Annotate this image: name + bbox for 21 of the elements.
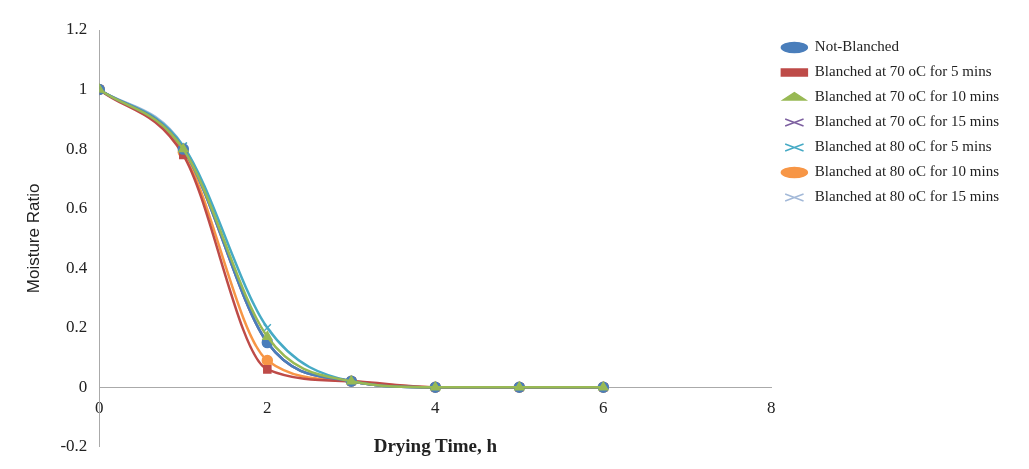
y-tick-label: 0.4 <box>66 257 88 277</box>
y-tick-label: 0.6 <box>66 198 88 218</box>
x-tick-label: 6 <box>599 397 608 417</box>
y-tick-label: 0 <box>78 376 88 396</box>
y-axis-title: Moisture Ratio <box>23 183 43 294</box>
y-tick-label: -0.2 <box>60 436 88 456</box>
legend-label: Blanched at 70 oC for 5 mins <box>814 63 992 80</box>
legend-label: Blanched at 80 oC for 10 mins <box>814 163 1000 180</box>
legend-label: Blanched at 80 oC for 15 mins <box>814 188 1000 205</box>
x-tick-label: 8 <box>767 397 776 417</box>
x-tick-label: 2 <box>263 397 272 417</box>
legend-label: Blanched at 70 oC for 15 mins <box>814 113 1000 130</box>
y-tick-label: 1.2 <box>66 19 88 39</box>
legend-label: Blanched at 80 oC for 5 mins <box>814 138 992 155</box>
legend-label: Not-Blanched <box>814 38 900 55</box>
y-tick-label: 0.2 <box>66 317 88 337</box>
legend-label: Blanched at 70 oC for 10 mins <box>814 88 1000 105</box>
y-tick-label: 1 <box>78 79 88 99</box>
x-axis-title: Drying Time, h <box>373 434 498 456</box>
y-tick-label: 0.8 <box>66 138 88 158</box>
x-tick-label: 4 <box>431 397 441 417</box>
